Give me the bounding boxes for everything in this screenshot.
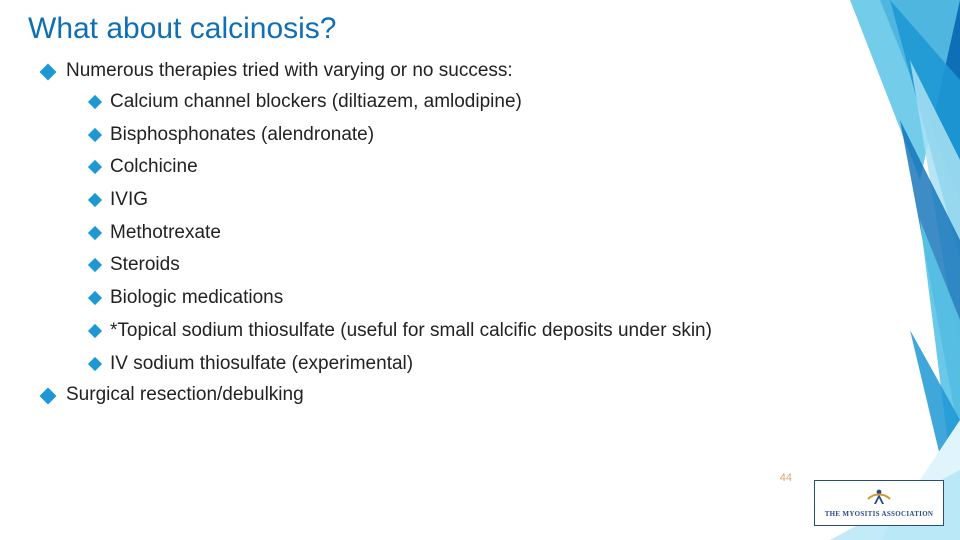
decorative-shards [780, 0, 960, 540]
diamond-icon [88, 95, 102, 109]
list-item: Numerous therapies tried with varying or… [42, 60, 802, 82]
bullet-text: IVIG [110, 188, 148, 213]
bullet-text: Methotrexate [110, 221, 221, 246]
bullet-text: *Topical sodium thiosulfate (useful for … [110, 319, 712, 344]
list-item: IVIG [90, 188, 802, 213]
logo-text: THE MYOSITIS ASSOCIATION [825, 510, 934, 518]
slide: What about calcinosis? Numerous therapie… [0, 0, 960, 540]
diamond-icon [40, 64, 57, 81]
list-item: Colchicine [90, 155, 802, 180]
slide-title: What about calcinosis? [28, 12, 337, 46]
diamond-icon [88, 128, 102, 142]
diamond-icon [88, 291, 102, 305]
list-item: Biologic medications [90, 286, 802, 311]
page-number: 44 [780, 472, 792, 484]
list-item: Calcium channel blockers (diltiazem, aml… [90, 90, 802, 115]
list-item: IV sodium thiosulfate (experimental) [90, 352, 802, 377]
list-item: Bisphosphonates (alendronate) [90, 123, 802, 148]
list-item: Surgical resection/debulking [42, 384, 802, 406]
diamond-icon [88, 193, 102, 207]
list-item: Methotrexate [90, 221, 802, 246]
bullet-text: Colchicine [110, 155, 198, 180]
diamond-icon [88, 160, 102, 174]
bullet-text: Numerous therapies tried with varying or… [66, 60, 513, 82]
logo: THE MYOSITIS ASSOCIATION [814, 480, 944, 526]
list-item: *Topical sodium thiosulfate (useful for … [90, 319, 802, 344]
bullet-text: Bisphosphonates (alendronate) [110, 123, 374, 148]
logo-mark-icon [866, 488, 892, 508]
bullet-text: Surgical resection/debulking [66, 384, 304, 406]
bullet-text: Steroids [110, 253, 180, 278]
diamond-icon [40, 388, 57, 405]
diamond-icon [88, 258, 102, 272]
diamond-icon [88, 226, 102, 240]
bullet-text: Calcium channel blockers (diltiazem, aml… [110, 90, 522, 115]
bullet-text: IV sodium thiosulfate (experimental) [110, 352, 413, 377]
diamond-icon [88, 324, 102, 338]
shards-icon [780, 0, 960, 540]
diamond-icon [88, 356, 102, 370]
bullet-list: Numerous therapies tried with varying or… [42, 60, 802, 414]
bullet-text: Biologic medications [110, 286, 283, 311]
list-item: Steroids [90, 253, 802, 278]
